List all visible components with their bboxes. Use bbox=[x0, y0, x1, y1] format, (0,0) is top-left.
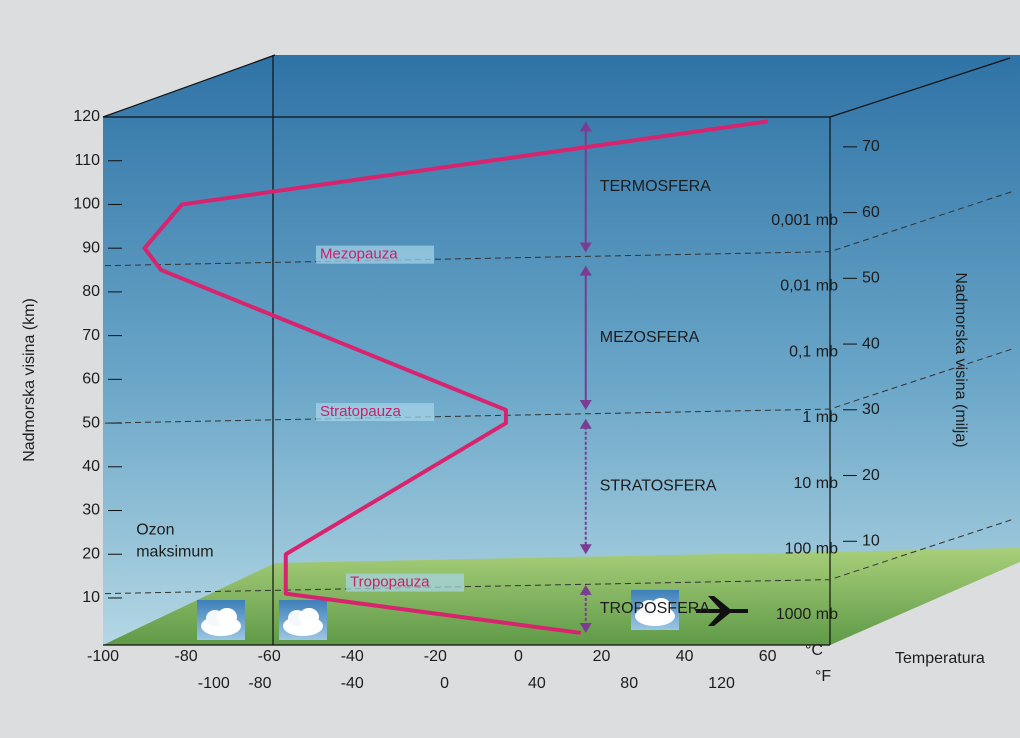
x-axis-label: Temperatura bbox=[895, 650, 985, 667]
annotation: Ozon bbox=[136, 522, 174, 539]
arrow-head bbox=[579, 544, 592, 555]
pause-label-bg bbox=[346, 573, 464, 592]
y-tick-label: 100 bbox=[73, 196, 100, 213]
pressure-label: 100 mb bbox=[785, 540, 838, 557]
arrow-head bbox=[579, 584, 592, 595]
y2-tick-label: 60 bbox=[862, 204, 880, 221]
y2-tick-label: 40 bbox=[862, 335, 880, 352]
arrow-head bbox=[579, 399, 592, 410]
pressure-label: 1000 mb bbox=[776, 606, 838, 623]
y2-tick-label: 70 bbox=[862, 138, 880, 155]
x-tick-label: -60 bbox=[258, 648, 281, 665]
x-tick-label: 40 bbox=[676, 648, 694, 665]
x-tick-label: -80 bbox=[175, 648, 198, 665]
y-tick-label: 20 bbox=[82, 545, 100, 562]
x2-tick-label: 40 bbox=[528, 675, 546, 692]
y-tick-label: 80 bbox=[82, 283, 100, 300]
x2-tick-label: -80 bbox=[248, 675, 271, 692]
y-tick-label: 10 bbox=[82, 589, 100, 606]
y-tick-label: 40 bbox=[82, 458, 100, 475]
ground bbox=[103, 548, 1020, 645]
x2-unit: °F bbox=[815, 668, 831, 685]
x-tick-label: -40 bbox=[341, 648, 364, 665]
layer-label: TERMOSFERA bbox=[600, 178, 711, 195]
x-tick-label: -100 bbox=[87, 648, 119, 665]
y-tick-label: 30 bbox=[82, 502, 100, 519]
y-tick-label: 90 bbox=[82, 239, 100, 256]
pressure-label: 0,01 mb bbox=[780, 278, 838, 295]
pause-label-bg bbox=[316, 245, 434, 264]
x-tick-label: 60 bbox=[759, 648, 777, 665]
plane-icon bbox=[696, 596, 748, 626]
y-tick-label: 120 bbox=[73, 108, 100, 125]
x2-tick-label: 0 bbox=[440, 675, 449, 692]
y2-tick-label: 30 bbox=[862, 401, 880, 418]
pressure-label: 0,1 mb bbox=[789, 343, 838, 360]
y2-tick-label: 20 bbox=[862, 467, 880, 484]
y-tick-label: 50 bbox=[82, 414, 100, 431]
x2-tick-label: -40 bbox=[341, 675, 364, 692]
arrow-head bbox=[579, 418, 592, 429]
pause-label: Tropopauza bbox=[350, 574, 430, 591]
cloud-icon bbox=[279, 600, 327, 640]
cloud-icon bbox=[197, 600, 245, 640]
x2-tick-label: -100 bbox=[198, 675, 230, 692]
box-edge bbox=[829, 57, 1011, 118]
layer-label: MEZOSFERA bbox=[600, 329, 700, 346]
pressure-label: 0,001 mb bbox=[771, 212, 838, 229]
y2-axis-label: Nadmorska visina (milja) bbox=[952, 272, 969, 447]
arrow-head bbox=[579, 242, 592, 253]
x-tick-label: 20 bbox=[593, 648, 611, 665]
pause-label: Stratopauza bbox=[320, 403, 402, 420]
y-axis-label: Nadmorska visina (km) bbox=[21, 298, 38, 462]
box-back bbox=[103, 55, 1020, 645]
arrow-head bbox=[579, 121, 592, 132]
x2-tick-label: 120 bbox=[708, 675, 735, 692]
x-unit: °C bbox=[805, 642, 823, 659]
arrow-head bbox=[579, 622, 592, 633]
x-tick-label: -20 bbox=[424, 648, 447, 665]
y-tick-label: 60 bbox=[82, 371, 100, 388]
pressure-label: 1 mb bbox=[802, 409, 838, 426]
pause-label-bg bbox=[316, 403, 434, 422]
pressure-label: 10 mb bbox=[794, 475, 839, 492]
layer-label: TROPOSFERA bbox=[600, 600, 711, 617]
y-tick-label: 110 bbox=[74, 152, 100, 169]
layer-label: STRATOSFERA bbox=[600, 478, 717, 495]
pause-label: Mezopauza bbox=[320, 246, 398, 263]
y2-tick-label: 50 bbox=[862, 270, 880, 287]
temperature-line bbox=[142, 119, 768, 635]
y-tick-label: 70 bbox=[82, 327, 100, 344]
box-edge bbox=[102, 54, 276, 118]
arrow-head bbox=[579, 265, 592, 276]
x2-tick-label: 80 bbox=[620, 675, 638, 692]
y2-tick-label: 10 bbox=[862, 532, 880, 549]
annotation: maksimum bbox=[136, 544, 213, 561]
x-tick-label: 0 bbox=[514, 648, 523, 665]
